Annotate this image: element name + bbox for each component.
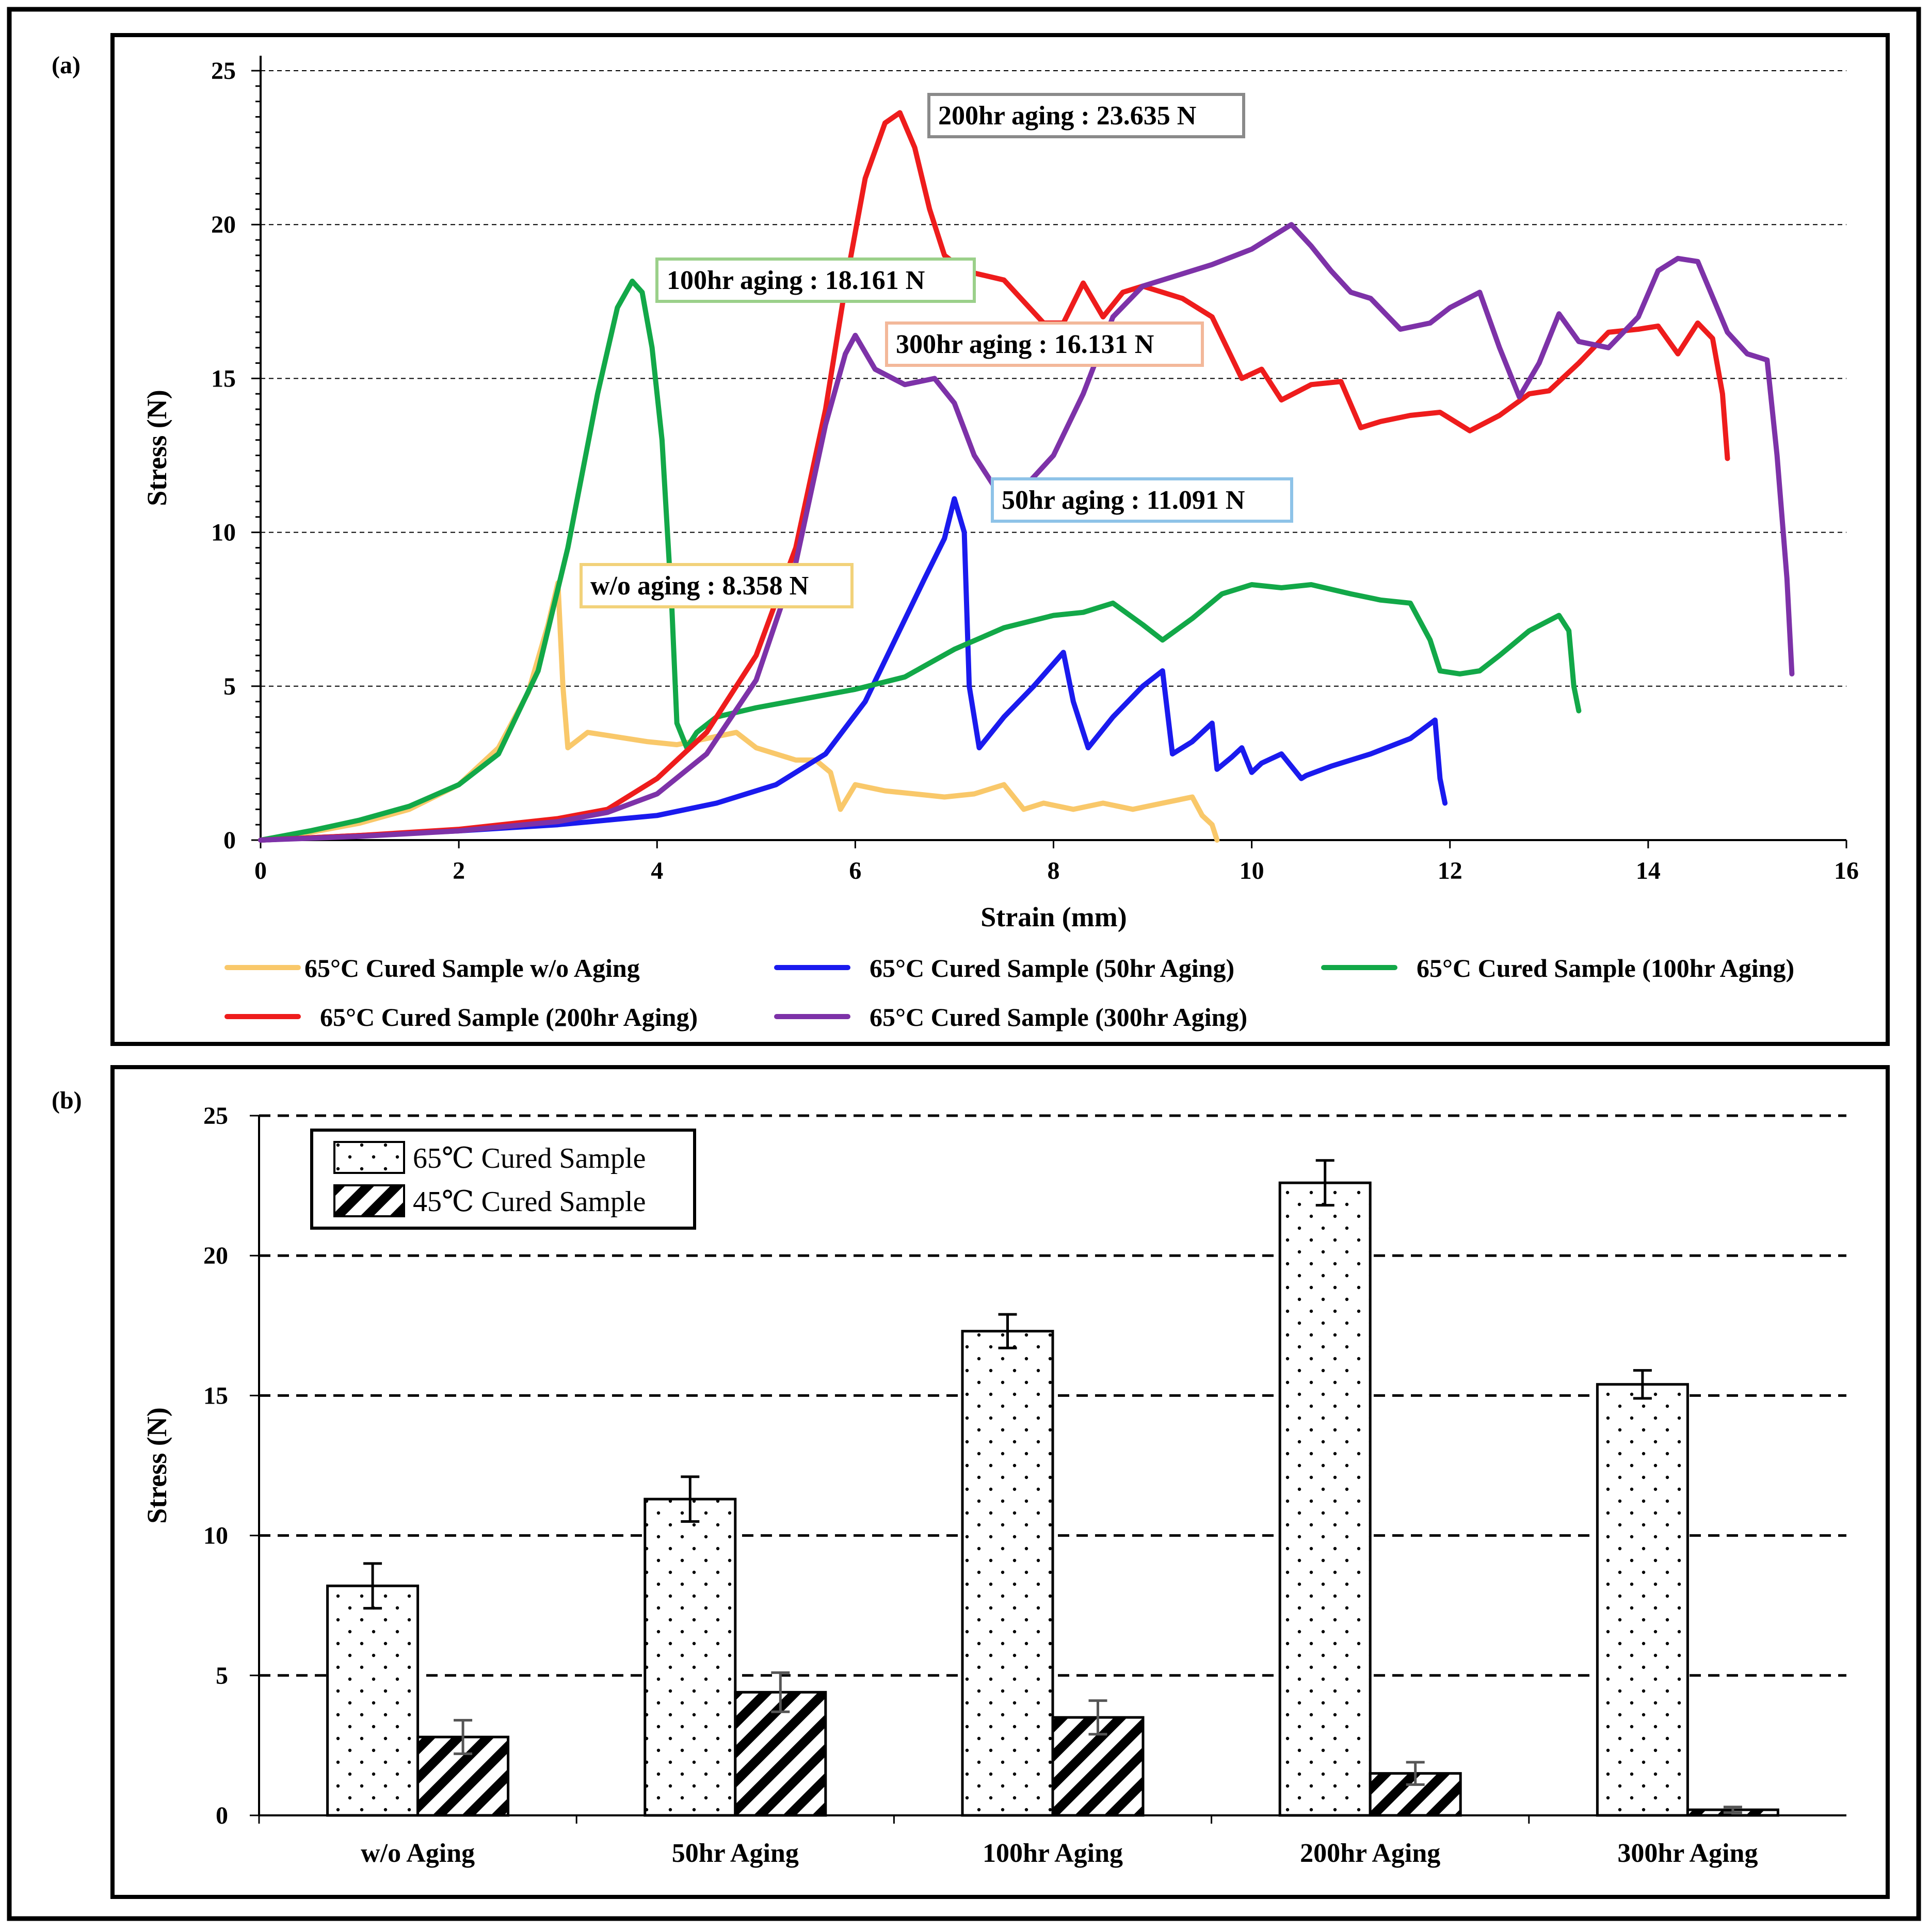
panel-b-y-tick-label: 5 [216,1662,228,1689]
error-bar-45-cured-sample-300hr-aging [1723,1806,1742,1814]
category-label-200hr-aging: 200hr Aging [1300,1839,1440,1868]
panel-b-y-axis-title: Stress (N) [141,1407,172,1523]
panel-b-axes [258,1116,1846,1816]
annotation-200hr: 200hr aging : 23.635 N [927,93,1245,138]
series-line-65-c-cured-sample-w-o-aging [258,580,1220,843]
category-label-100hr-aging: 100hr Aging [983,1839,1123,1868]
panel-a-x-tick-label: 14 [1636,857,1661,884]
panel-a-y-tick-label: 20 [211,211,236,238]
bar-65-cured-sample-300hr-aging [1596,1383,1689,1817]
category-label-50hr-aging: 50hr Aging [672,1839,799,1868]
panel-b-y-ticks: 0 5 10 15 20 25 [203,1102,259,1829]
error-bar-45-cured-sample-200hr-aging [1406,1761,1425,1786]
panel-a-axes [260,56,1846,841]
panel-b-category-labels: w/o Aging 50hr Aging 100hr Aging 200hr Agin… [258,1815,1758,1868]
bar-65-cured-sample-50hr-aging [644,1498,737,1817]
annotation-200hr-box [927,93,1245,138]
panel-b-y-tick-label: 0 [216,1802,228,1829]
annotation-100hr-box [655,257,976,303]
panel-b-y-tick-label: 25 [203,1102,228,1130]
legend-swatch-65c [333,1141,405,1174]
legend-label-45c: 45℃ Cured Sample [413,1186,646,1218]
error-bar-65-cured-sample-300hr-aging [1633,1369,1652,1400]
panel-a-x-axis-title: Strain (mm) [980,901,1127,932]
error-bar-45-cured-sample-w-o-aging [454,1719,473,1756]
legend-label-200hr: 65°C Cured Sample (200hr Aging) [320,1003,698,1032]
panel-b-y-tick-label: 10 [203,1522,228,1550]
panel-a-x-tick-label: 4 [651,857,663,884]
panel-a-y-ticks: 0 5 10 15 20 25 [211,57,261,854]
bar-65-cured-sample-100hr-aging [961,1330,1054,1817]
category-label-300hr-aging: 300hr Aging [1617,1839,1758,1868]
panel-a-frame [110,33,1890,1046]
legend-swatch-45c [333,1184,405,1217]
panel-b-error-bars [363,1159,1742,1814]
legend-label-65c: 65℃ Cured Sample [413,1142,646,1174]
panel-b-bars [326,1181,1779,1817]
annotation-wo-text: w/o aging : 8.358 N [590,571,809,601]
error-bar-45-cured-sample-100hr-aging [1088,1699,1107,1736]
panel-a-y-tick-label: 0 [223,827,236,854]
panel-b-y-tick-label: 15 [203,1382,228,1409]
error-bar-65-cured-sample-w-o-aging [363,1562,382,1610]
panel-a-x-tick-label: 0 [254,857,267,884]
series-line-65-c-cured-sample-200hr-aging [258,110,1730,843]
panel-a-y-tick-label: 5 [223,673,236,700]
panel-a-x-tick-label: 16 [1834,857,1859,884]
panel-a-y-tick-label: 15 [211,365,236,392]
series-line-65-c-cured-sample-300hr-aging [258,222,1795,843]
outer-frame [7,7,1921,1921]
annotation-50hr-box [991,477,1293,523]
error-bar-65-cured-sample-200hr-aging [1315,1159,1334,1207]
error-bar-65-cured-sample-50hr-aging [681,1475,700,1523]
panel-a-series [258,110,1795,843]
panel-a-x-tick-label: 6 [849,857,861,884]
panel-a-grid [261,70,1846,687]
annotation-200hr-text: 200hr aging : 23.635 N [938,101,1196,131]
annotation-50hr-text: 50hr aging : 11.091 N [1002,486,1245,515]
panel-a-x-tick-label: 10 [1240,857,1264,884]
category-label-w-o-aging: w/o Aging [361,1839,475,1868]
legend-label-wo: 65°C Cured Sample w/o Aging [304,954,640,983]
panel-b-y-tick-label: 20 [203,1242,228,1269]
annotation-wo-box [580,563,854,608]
panel-b-legend: 65℃ Cured Sample 45℃ Cured Sample [310,1129,696,1230]
series-line-65-c-cured-sample-50hr-aging [258,496,1448,843]
bar-65-cured-sample-200hr-aging [1278,1181,1372,1817]
series-line-65-c-cured-sample-100hr-aging [258,278,1582,843]
panel-a-x-tick-label: 2 [453,857,465,884]
panel-a-label: (a) [52,52,81,79]
panel-a-y-tick-label: 25 [211,57,236,85]
legend-label-300hr: 65°C Cured Sample (300hr Aging) [870,1003,1247,1032]
panel-a-x-ticks: 0 2 4 6 8 10 12 14 16 [254,840,1859,884]
annotation-wo: w/o aging : 8.358 N [580,563,854,608]
annotation-50hr: 50hr aging : 11.091 N [991,477,1293,523]
panel-a-y-tick-label: 10 [211,519,236,546]
bar-65-cured-sample-w-o-aging [326,1584,420,1817]
panel-a-x-tick-label: 8 [1048,857,1060,884]
panel-a-legend: 65°C Cured Sample w/o Aging 65°C Cured S… [224,954,1794,1032]
legend-label-100hr: 65°C Cured Sample (100hr Aging) [1417,954,1794,983]
panel-a-x-tick-label: 12 [1438,857,1462,884]
annotation-100hr: 100hr aging : 18.161 N [655,257,976,303]
error-bar-65-cured-sample-100hr-aging [998,1313,1017,1349]
annotation-300hr-box [885,321,1204,367]
annotation-100hr-text: 100hr aging : 18.161 N [667,266,925,295]
panel-b-label: (b) [52,1087,82,1114]
panel-b-grid [259,1114,1846,1677]
annotation-300hr-text: 300hr aging : 16.131 N [896,330,1154,359]
annotation-300hr: 300hr aging : 16.131 N [885,321,1204,367]
error-bar-45-cured-sample-50hr-aging [771,1671,790,1713]
panel-a-y-axis-title: Stress (N) [141,390,172,506]
panel-b-frame [110,1065,1890,1899]
legend-label-50hr: 65°C Cured Sample (50hr Aging) [870,954,1234,983]
